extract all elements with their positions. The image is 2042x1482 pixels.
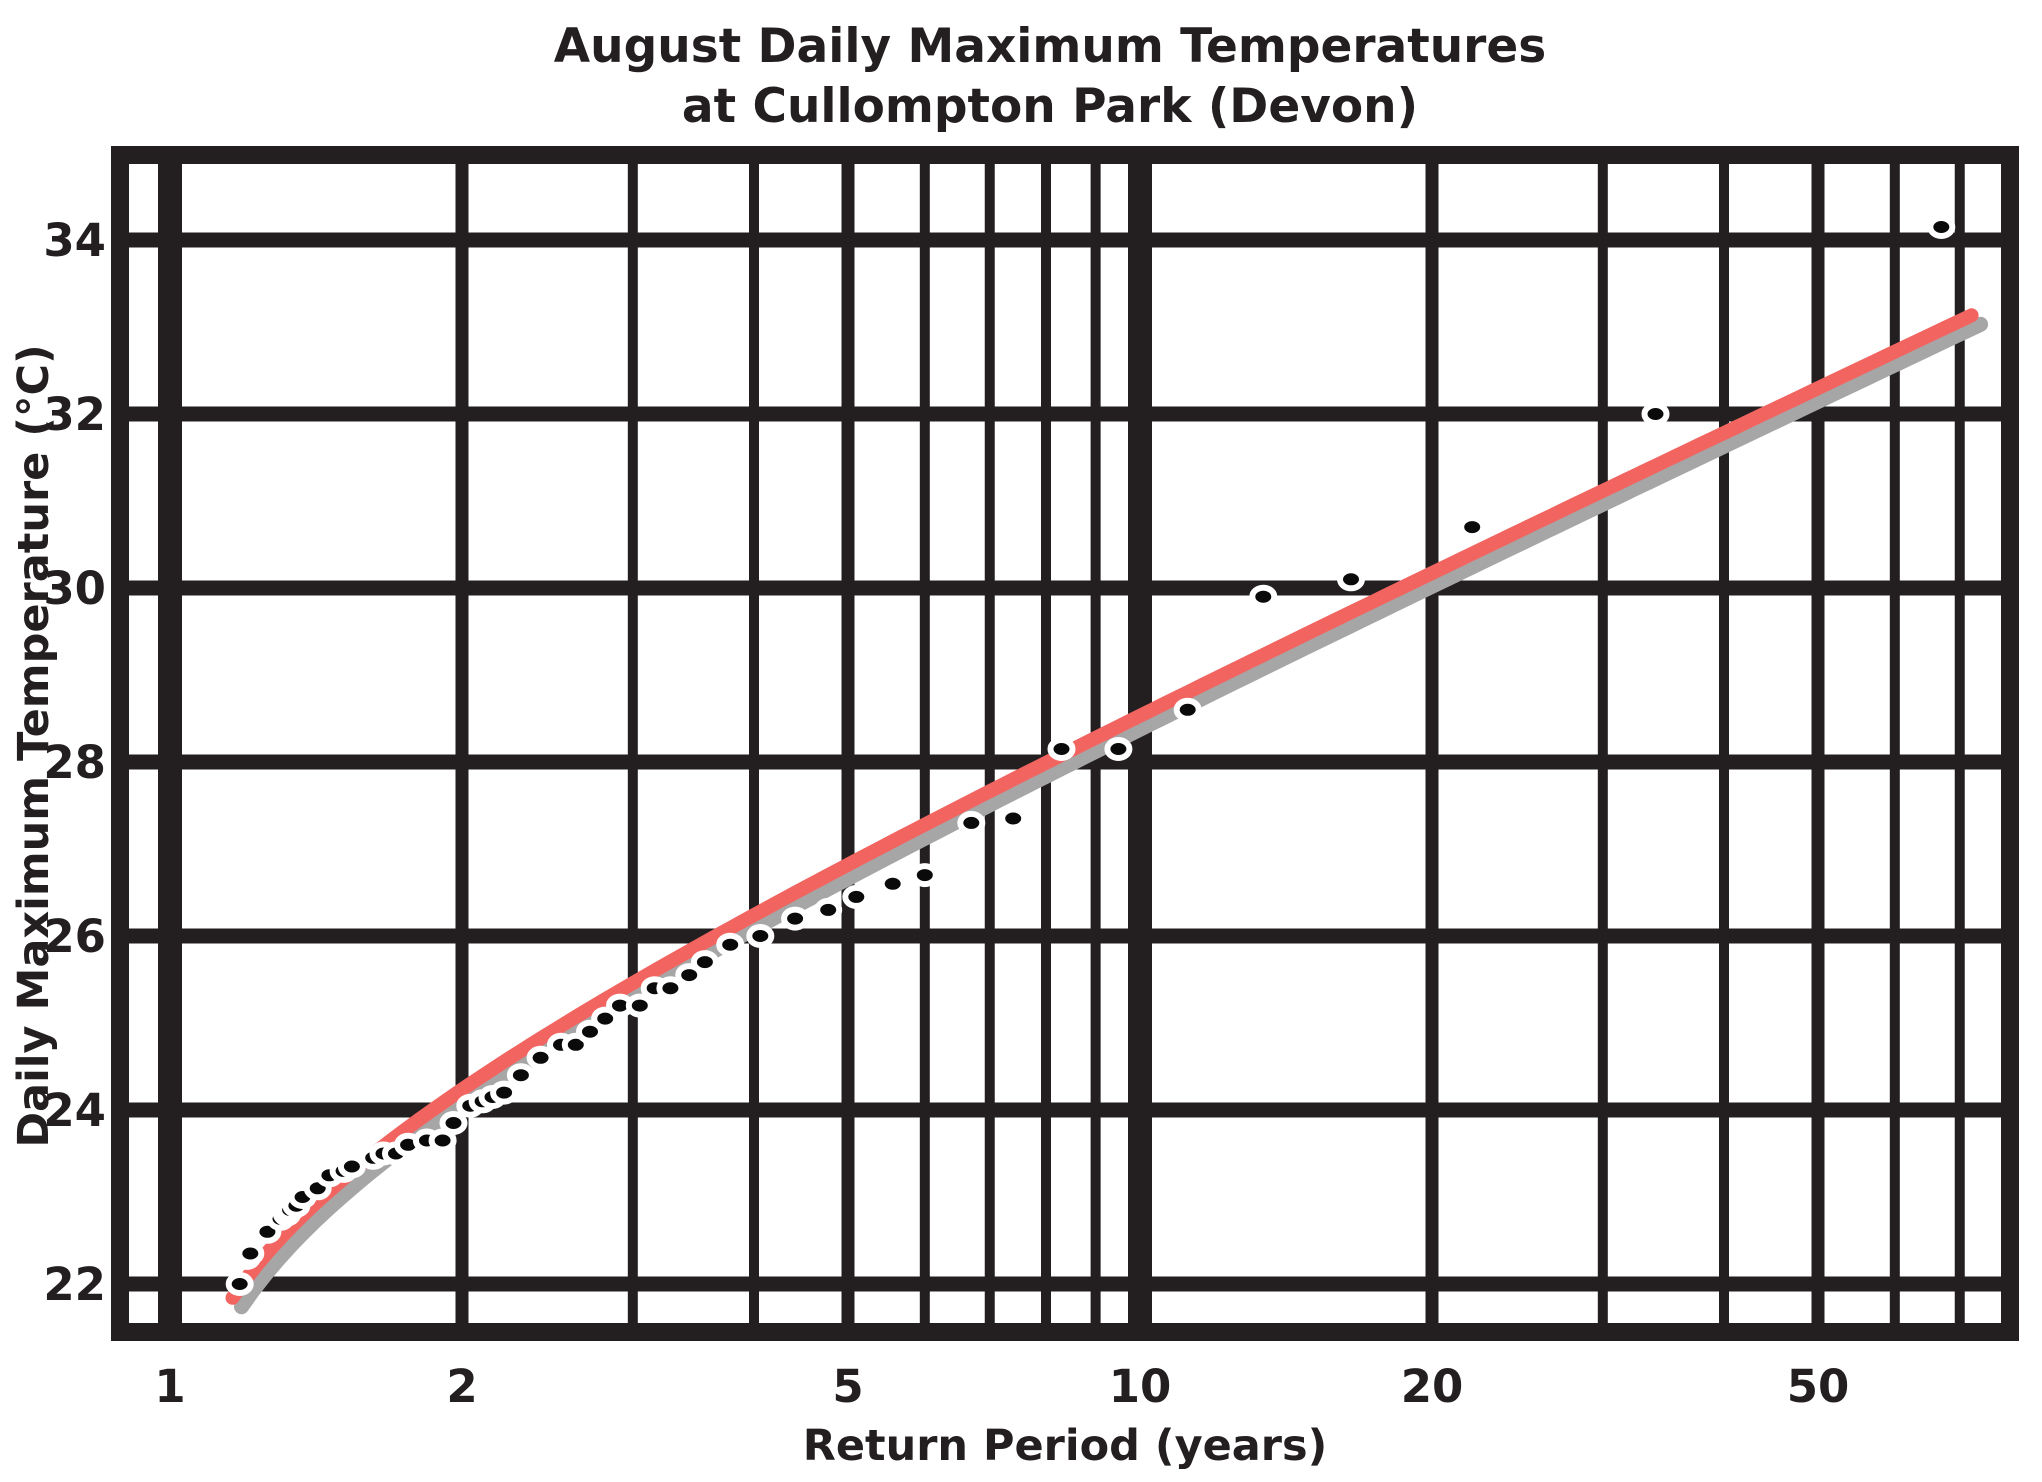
data-point [1927, 215, 1956, 239]
x-tick-label-5: 5 [832, 1360, 863, 1413]
x-tick-label-50: 50 [1787, 1360, 1850, 1413]
data-point [1104, 737, 1133, 761]
plot-frame [111, 146, 2019, 1341]
data-point [1641, 402, 1670, 426]
data-point [1173, 697, 1202, 722]
data-point [814, 897, 843, 922]
y-tick-label-28: 28 [43, 736, 106, 789]
data-point [842, 884, 871, 909]
data-point [337, 1154, 366, 1179]
data-point [526, 1045, 555, 1070]
data-point [957, 810, 986, 835]
data-point [439, 1111, 468, 1135]
data-point [781, 906, 810, 931]
data-point [490, 1080, 519, 1105]
y-tick-label-22: 22 [43, 1258, 106, 1311]
x-tick-labels: 1 2 5 10 20 50 [154, 1360, 1849, 1413]
x-tick-label-2: 2 [446, 1360, 477, 1413]
y-tick-label-30: 30 [43, 562, 106, 615]
data-point [690, 950, 719, 975]
data-point [428, 1128, 457, 1153]
data-point [225, 1272, 254, 1296]
data-point [716, 932, 745, 957]
y-tick-label-34: 34 [43, 214, 106, 267]
data-point [999, 806, 1028, 831]
data-point [506, 1063, 535, 1088]
y-tick-labels: 34 32 30 28 26 24 22 [43, 214, 106, 1311]
data-point [236, 1241, 265, 1266]
data-point [878, 871, 907, 896]
fit-curve [225, 308, 1979, 1305]
data-point [1047, 737, 1076, 761]
data-point [910, 863, 939, 888]
y-tick-label-24: 24 [43, 1084, 106, 1137]
x-axis-title: Return Period (years) [803, 1421, 1327, 1471]
data-points [225, 215, 1956, 1296]
data-point [1249, 584, 1278, 609]
y-tick-label-26: 26 [43, 910, 106, 963]
x-tick-label-1: 1 [154, 1360, 185, 1413]
data-point [746, 924, 775, 948]
vertical-gridlines [158, 155, 1965, 1332]
chart-title-line1: August Daily Maximum Temperatures [554, 19, 1546, 74]
data-point [675, 963, 704, 988]
data-point [656, 976, 685, 1001]
y-tick-label-32: 32 [43, 388, 106, 441]
x-tick-label-10: 10 [1109, 1360, 1172, 1413]
chart-title-line2: at Cullompton Park (Devon) [682, 79, 1418, 134]
x-tick-label-20: 20 [1401, 1360, 1464, 1413]
data-point [1337, 567, 1365, 592]
data-point [625, 993, 654, 1018]
y-axis-title: Daily Maximum Temperature (°C) [9, 344, 59, 1147]
data-point [1458, 515, 1487, 540]
